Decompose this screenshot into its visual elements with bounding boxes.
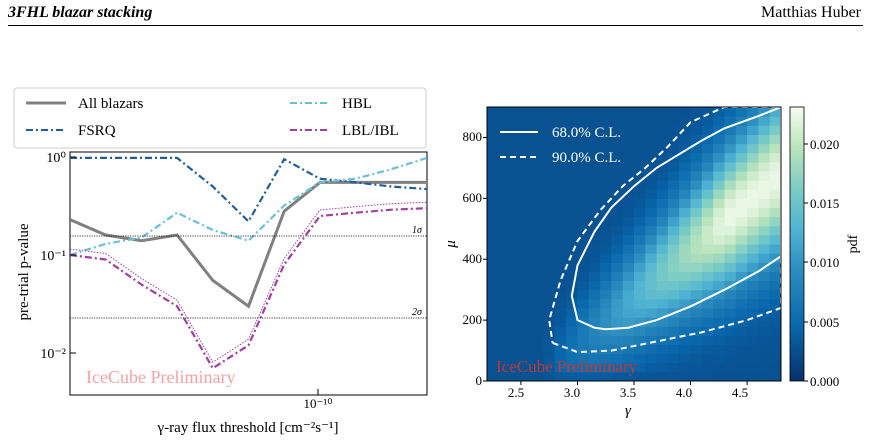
- left-ytick-label-2: 10⁻²: [40, 347, 66, 362]
- right-xtick-label-4: 4.5: [732, 385, 748, 400]
- sigma2-label: 2σ: [412, 307, 423, 318]
- legend-label-lbl-ibl: LBL/IBL: [342, 123, 399, 139]
- legend-label-fsrq: FSRQ: [78, 123, 116, 139]
- left-xlabel: γ-ray flux threshold [cm⁻²s⁻¹]: [157, 420, 339, 436]
- series-line-hbl: [70, 156, 427, 257]
- colorbar-bar: [789, 106, 805, 382]
- colorbar-label: pdf: [846, 234, 861, 253]
- left-series-group: [70, 156, 427, 370]
- left-ytick-label-0: 10⁰: [46, 151, 66, 166]
- legend-label-hbl: HBL: [342, 96, 372, 112]
- right-xlabel: γ: [625, 403, 632, 419]
- right-ytick-label-0: 0: [476, 373, 483, 388]
- legend-label-90cl: 90.0% C.L.: [552, 150, 621, 166]
- cbar-tick-label-3: 0.015: [810, 196, 839, 211]
- cbar-tick-label-1: 0.005: [810, 315, 839, 330]
- left-ylabel: pre-trial p-value: [16, 223, 32, 320]
- contour-68-0-c-l-: [570, 107, 781, 331]
- header-rule: [8, 25, 863, 26]
- left-plot-frame: [69, 151, 428, 396]
- cbar-tick-label-2: 0.010: [810, 255, 839, 270]
- right-xtick-label-1: 3.0: [564, 385, 580, 400]
- contour-90-0-c-l-: [548, 107, 781, 354]
- right-ytick-label-1: 200: [463, 312, 483, 327]
- sigma1-label: 1σ: [412, 225, 423, 236]
- series-line-lbl-ibl: [70, 207, 427, 370]
- right-xtick-label-2: 3.5: [620, 385, 636, 400]
- heatmap-cells: [487, 107, 781, 381]
- header-title: 3FHL blazar stacking: [8, 4, 153, 21]
- left-plot: 1σ 2σ 10⁰ 10⁻¹ 10⁻² 10⁻¹⁰ γ-ray flux thr…: [16, 151, 428, 436]
- right-ytick-label-4: 800: [463, 129, 483, 144]
- header-author: Matthias Huber: [761, 4, 861, 21]
- series-line-lbl-ibl-companion: [70, 201, 427, 363]
- contour-group: [548, 107, 781, 354]
- legend-label-all-blazars: All blazars: [78, 96, 144, 112]
- colorbar: 0.000 0.005 0.010 0.015 0.020 pdf: [789, 106, 861, 389]
- right-xtick-label-3: 4.0: [676, 385, 692, 400]
- left-legend: All blazars FSRQ HBL LBL/IBL: [13, 87, 427, 149]
- left-xtick-label: 10⁻¹⁰: [304, 396, 333, 411]
- right-ylabel: μ: [443, 240, 459, 249]
- series-line-fsrq: [70, 156, 427, 224]
- right-ytick-label-3: 600: [463, 190, 483, 205]
- right-watermark: IceCube Preliminary: [496, 357, 638, 376]
- cbar-tick-label-4: 0.020: [810, 137, 839, 152]
- legend-label-68cl: 68.0% C.L.: [552, 125, 621, 141]
- left-ytick-label-1: 10⁻¹: [40, 249, 66, 264]
- right-axis-ticks: [483, 136, 748, 385]
- right-plot: 2.5 3.0 3.5 4.0 4.5 0 200 400 600 800 γ …: [443, 106, 782, 419]
- right-ytick-label-2: 400: [463, 251, 483, 266]
- cbar-tick-label-0: 0.000: [810, 374, 839, 389]
- left-watermark: IceCube Preliminary: [86, 367, 235, 387]
- right-xtick-label-0: 2.5: [508, 385, 524, 400]
